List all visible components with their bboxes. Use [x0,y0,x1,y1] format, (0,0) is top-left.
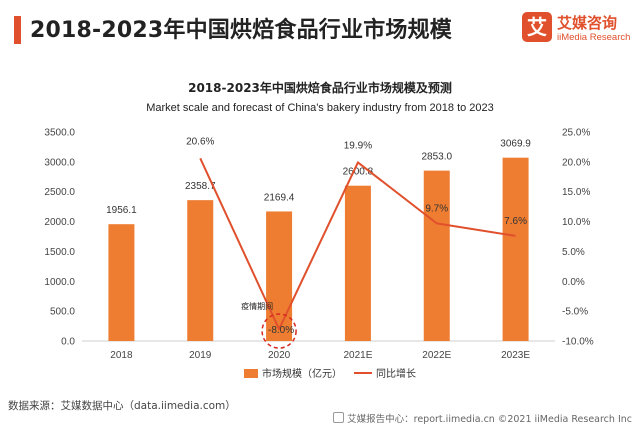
y-left-tick-label: 3000.0 [44,157,75,168]
legend-label-line: 同比增长 [376,367,416,380]
bar-value-label: 1956.1 [106,205,137,216]
footer-watermark: 艾媒报告中心：report.iimedia.cn ©2021 iiMedia R… [333,411,632,425]
chart-subtitle: Market scale and forecast of China's bak… [146,102,494,114]
y-right-tick-label: 15.0% [562,187,590,198]
bar-value-label: 2169.4 [264,192,295,203]
x-tick-label: 2023E [501,350,530,361]
y-left-tick-label: 1000.0 [44,277,75,288]
y-right-tick-label: 10.0% [562,217,590,228]
y-left-tick-label: 1500.0 [44,247,75,258]
legend-swatch-bar [244,369,258,378]
bar-2018 [108,224,135,341]
line-value-label: 19.9% [344,140,372,151]
y-right-tick-label: 25.0% [562,128,590,139]
bar-2021E [344,185,371,341]
x-tick-label: 2020 [268,350,291,361]
line-value-label: 7.6% [504,216,527,227]
y-right-tick-label: -10.0% [562,337,594,348]
growth-line [199,157,516,331]
y-left-tick-label: 3500.0 [44,128,75,139]
annotation-circle [261,313,297,349]
bar-value-label: 2853.0 [421,152,452,163]
y-left-tick-label: 500.0 [50,307,75,318]
bar-2023E [502,157,529,341]
page-title: 2018-2023年中国烘焙食品行业市场规模 [30,18,452,43]
footer-text: 艾媒报告中心：report.iimedia.cn ©2021 iiMedia R… [347,414,632,425]
chart-title: 2018-2023年中国烘焙食品行业市场规模及预测 [188,80,452,95]
report-icon [333,412,345,423]
bar-2020 [266,211,293,341]
header: 2018-2023年中国烘焙食品行业市场规模 艾 艾媒咨询 iiMedia Re… [0,0,640,62]
line-value-label: 9.7% [425,203,448,214]
x-tick-label: 2018 [110,350,133,361]
legend-label-bar: 市场规模（亿元） [262,367,342,380]
y-left-tick-label: 2500.0 [44,187,75,198]
y-right-tick-label: 0.0% [562,277,585,288]
bar-value-label: 2600.8 [343,167,374,178]
x-tick-label: 2022E [422,350,451,361]
y-right-tick-label: 5.0% [562,247,585,258]
y-left-tick-label: 2000.0 [44,217,75,228]
logo-text-en: iiMedia Research [557,32,631,43]
line-value-label: 20.6% [186,136,214,147]
x-tick-label: 2019 [189,350,212,361]
logo-mark: 艾 [522,12,552,42]
bar-value-label: 2358.7 [185,181,216,192]
data-source: 数据来源：艾媒数据中心（data.iimedia.com） [8,400,236,412]
bar-value-label: 3069.9 [500,139,531,150]
logo-text-cn: 艾媒咨询 [557,14,618,32]
x-tick-label: 2021E [343,350,372,361]
bar-2022E [423,170,450,341]
y-right-tick-label: 20.0% [562,157,590,168]
title-accent-bar [14,16,21,44]
y-left-tick-label: 0.0 [61,337,75,348]
y-right-tick-label: -5.0% [562,307,588,318]
bar-2019 [187,200,214,341]
iimedia-logo: 艾 艾媒咨询 iiMedia Research [522,12,632,48]
annotation-label: 疫情期间 [241,301,273,311]
line-value-label: -8.0% [268,325,294,336]
